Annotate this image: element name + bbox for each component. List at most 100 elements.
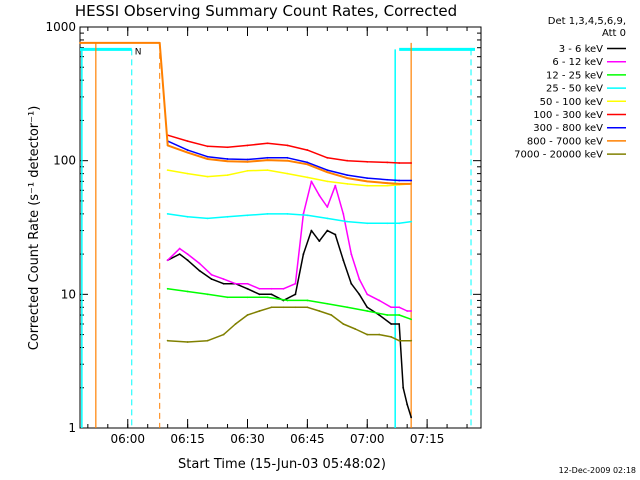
legend-label: 3 - 6 keV [559, 44, 603, 55]
series-point [390, 306, 393, 309]
series-line-3-6-kev [167, 229, 412, 418]
legend-label: 300 - 800 keV [533, 123, 603, 134]
series-point [410, 183, 413, 185]
series-point [366, 222, 369, 225]
series-point [306, 163, 309, 166]
series-point [186, 259, 189, 262]
series-point [294, 282, 297, 285]
series-point [398, 314, 401, 316]
legend-label: 800 - 7000 keV [527, 136, 603, 147]
plot-area: 1 10 100 1000 06:00 06:15 06:30 06:45 07:00 07:15… [45, 20, 482, 446]
legend-label: 25 - 50 keV [546, 84, 603, 95]
series-point [246, 282, 249, 285]
series-point [398, 183, 401, 185]
series-point [206, 145, 209, 148]
series-point [226, 174, 229, 176]
series-point [266, 159, 269, 161]
series-point [346, 306, 349, 309]
legend-label: 12 - 25 keV [546, 70, 603, 81]
series-point [334, 233, 337, 236]
series-point [282, 306, 285, 309]
series-point [270, 287, 273, 290]
flag-label: N [135, 47, 142, 57]
series-point [210, 278, 213, 281]
series-point [386, 161, 389, 164]
series-point [246, 214, 249, 217]
series-point [306, 306, 309, 309]
series-point [342, 259, 345, 262]
series-point [406, 403, 409, 406]
series-point [354, 328, 357, 330]
series-line-7000-20000-kev [167, 306, 412, 343]
series-point [226, 160, 229, 163]
series-point [390, 336, 393, 338]
series-point [346, 220, 349, 223]
legend-label: 7000 - 20000 keV [514, 150, 603, 161]
series-point [226, 215, 229, 218]
series-line-300-800-kev [167, 140, 412, 182]
series-point [386, 222, 389, 225]
series-point [222, 282, 225, 285]
x-tick-label: 06:15 [170, 432, 205, 446]
x-tick-label: 06:30 [230, 432, 265, 446]
series-point [302, 253, 305, 255]
series-point [266, 169, 269, 172]
series-point [186, 253, 189, 255]
x-tick-label: 06:45 [290, 432, 325, 446]
series-point [270, 293, 273, 296]
series-point [358, 293, 361, 296]
series-point [222, 333, 225, 336]
series-point [246, 160, 249, 163]
series-point [366, 184, 369, 187]
series-point [306, 161, 309, 164]
x-tick-label: 07:00 [350, 432, 385, 446]
series-point [398, 179, 401, 182]
series-point [306, 176, 309, 179]
series-line-50-100-kev [167, 169, 412, 187]
series-point [246, 158, 249, 161]
series-point [258, 287, 261, 290]
y-axis-label: Corrected Count Rate (s⁻¹ detector⁻¹) [27, 106, 42, 351]
series-point [326, 217, 329, 220]
footer-timestamp: 12-Dec-2009 02:18 [559, 466, 636, 475]
series-point [206, 293, 209, 296]
series-point [206, 155, 209, 158]
series-point [166, 144, 169, 147]
series-point [306, 149, 309, 151]
series-point [79, 42, 81, 44]
series-point [198, 269, 201, 272]
series-point [166, 339, 169, 342]
x-axis-label: Start Time (15-Jun-03 05:48:02) [178, 457, 386, 472]
series-point [246, 144, 249, 147]
series-point [342, 323, 345, 325]
series-point [286, 172, 289, 175]
series-point [186, 151, 189, 154]
series-point [318, 240, 321, 243]
series-point [346, 174, 349, 176]
series-point [186, 290, 189, 293]
legend-header: Att 0 [602, 28, 626, 39]
series-point [334, 184, 337, 187]
series-point [286, 159, 289, 162]
series-point [326, 180, 329, 183]
legend-label: 100 - 300 keV [533, 110, 603, 121]
series-point [410, 416, 413, 419]
series-point [206, 175, 209, 178]
series-point [318, 310, 321, 312]
series-line-25-50-kev [167, 213, 412, 225]
series-point [366, 333, 369, 336]
series-point [246, 287, 249, 290]
series-point [226, 296, 229, 299]
y-tick-label: 1000 [45, 20, 76, 34]
series-point [366, 177, 369, 180]
series-point [198, 262, 201, 265]
series-point [410, 339, 413, 342]
series-point [326, 206, 329, 208]
series-point [326, 156, 329, 159]
series-point [346, 159, 349, 162]
y-tick-label: 10 [61, 287, 76, 301]
series-point [166, 259, 169, 262]
series-point [166, 169, 169, 172]
y-tick-label: 1 [68, 421, 76, 435]
series-point [326, 169, 329, 172]
